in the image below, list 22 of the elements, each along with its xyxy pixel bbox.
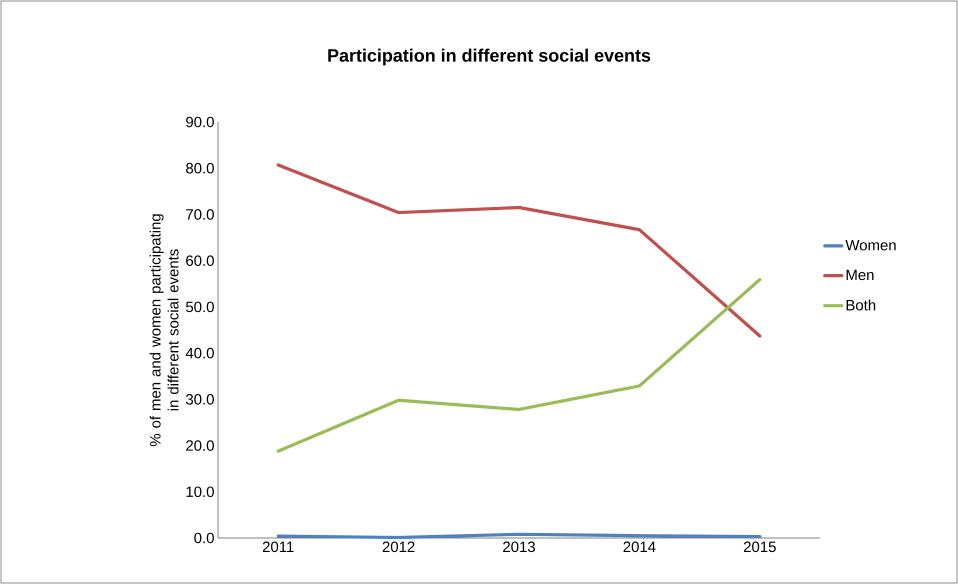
y-tick-label: 60.0 <box>186 255 214 266</box>
y-tick-label: 10.0 <box>186 486 214 498</box>
line-series <box>276 163 762 338</box>
x-tick-label: 2015 <box>744 542 776 552</box>
x-tick-label: 2013 <box>503 542 535 552</box>
y-tick-label: 70.0 <box>186 209 214 220</box>
x-tick-label: 2014 <box>624 542 656 552</box>
chart-title: Participation in different social events <box>328 48 650 66</box>
y-tick-label: 80.0 <box>186 162 214 174</box>
x-tick-label: 2012 <box>382 542 414 552</box>
legend-label: Both <box>846 300 876 310</box>
y-axis-title: % of men and women participating in different social events <box>150 214 179 446</box>
line-series <box>276 278 762 453</box>
legend-label: Men <box>846 270 874 280</box>
y-tick-label: 40.0 <box>186 348 214 358</box>
y-tick-label: 30.0 <box>186 394 214 405</box>
legend-label: Women <box>845 240 896 250</box>
y-tick-label: 50.0 <box>186 302 214 312</box>
x-tick-label: 2011 <box>262 542 294 552</box>
y-tick-label: 20.0 <box>186 440 214 451</box>
y-tick-label: 0.0 <box>194 532 214 544</box>
y-tick-label: 90.0 <box>186 116 214 128</box>
